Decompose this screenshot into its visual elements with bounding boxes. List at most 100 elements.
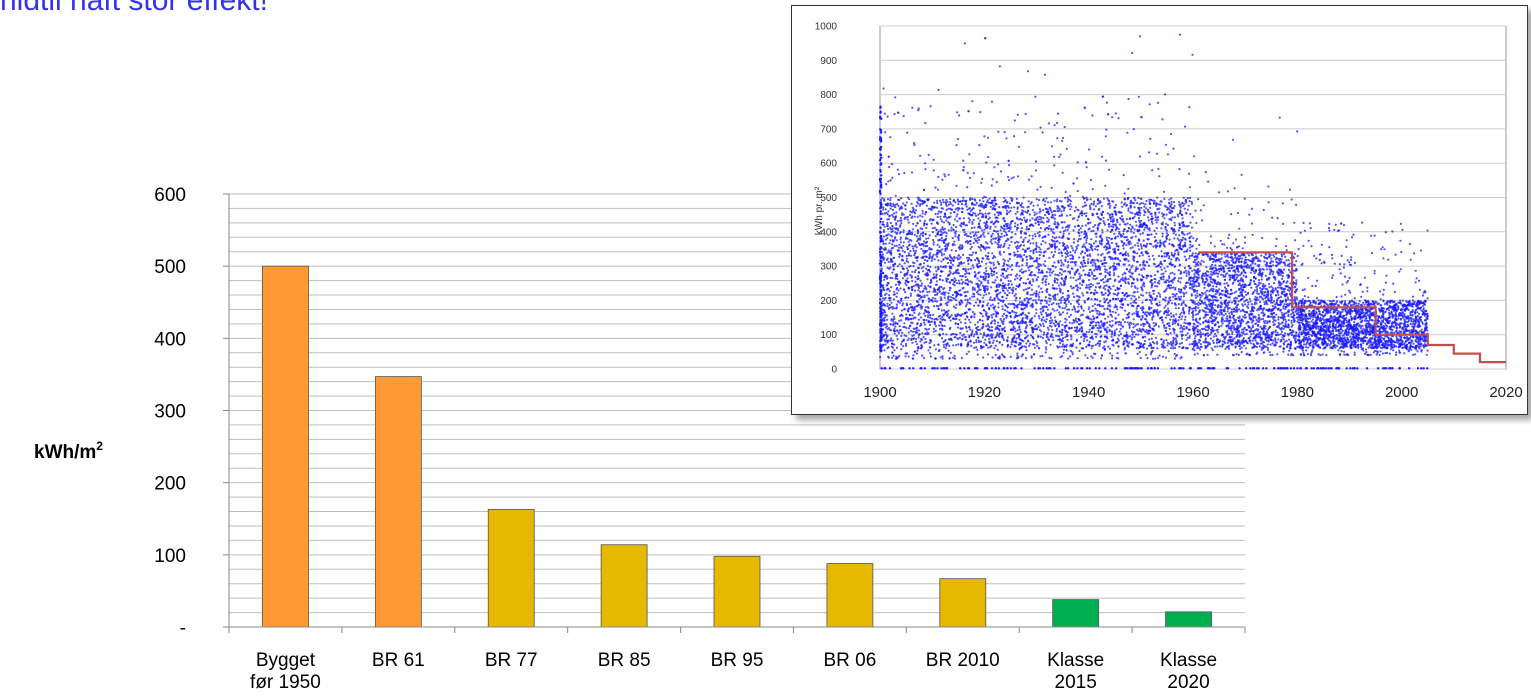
scatter-point xyxy=(1038,263,1041,266)
scatter-point xyxy=(1019,213,1023,216)
scatter-point xyxy=(1136,279,1139,282)
scatter-point xyxy=(1067,296,1070,299)
scatter-point xyxy=(982,257,985,260)
scatter-point xyxy=(1112,310,1115,313)
scatter-point xyxy=(1168,238,1171,241)
scatter-point xyxy=(1084,234,1088,237)
scatter-point xyxy=(1030,201,1033,204)
scatter-point xyxy=(1125,339,1128,342)
scatter-point xyxy=(1148,202,1151,205)
scatter-point xyxy=(1079,287,1082,290)
scatter-point xyxy=(1166,265,1169,268)
scatter-point xyxy=(1088,288,1091,291)
scatter-point xyxy=(991,341,994,344)
scatter-point xyxy=(1060,259,1063,262)
scatter-point xyxy=(1179,357,1182,360)
scatter-point xyxy=(989,240,992,243)
scatter-point xyxy=(1102,216,1105,219)
scatter-point xyxy=(1117,227,1120,231)
x-tick-label: Klasse xyxy=(1160,650,1217,671)
scatter-point xyxy=(1009,345,1012,349)
scatter-point xyxy=(1060,264,1063,267)
scatter-point xyxy=(1143,228,1146,231)
scatter-point xyxy=(1107,278,1110,281)
scatter-point xyxy=(911,341,914,344)
scatter-point xyxy=(939,317,942,320)
scatter-point xyxy=(1047,282,1050,286)
scatter-point xyxy=(1148,103,1151,106)
scatter-point xyxy=(1153,274,1157,277)
scatter-point xyxy=(901,249,904,252)
scatter-point xyxy=(1155,227,1158,230)
scatter-point xyxy=(940,230,943,233)
scatter-point xyxy=(929,299,932,302)
scatter-point xyxy=(1035,324,1038,327)
scatter-point xyxy=(916,278,919,281)
scatter-point xyxy=(942,201,945,204)
scatter-point xyxy=(1053,309,1056,312)
scatter-point xyxy=(883,319,886,322)
scatter-point xyxy=(1117,275,1120,278)
scatter-point xyxy=(1145,314,1148,317)
scatter-point xyxy=(1047,220,1050,223)
scatter-point xyxy=(1075,245,1078,248)
scatter-point xyxy=(890,329,893,332)
y-tick-label: 600 xyxy=(154,185,186,206)
scatter-point xyxy=(1104,159,1108,162)
scatter-point xyxy=(889,239,892,242)
scatter-point xyxy=(909,294,912,297)
scatter-point xyxy=(1107,218,1110,221)
scatter-point xyxy=(1121,276,1124,280)
scatter-point xyxy=(1024,316,1027,319)
scatter-point xyxy=(882,324,885,327)
scatter-point xyxy=(1137,230,1140,233)
scatter-point xyxy=(946,312,949,315)
scatter-point xyxy=(1129,321,1132,324)
scatter-point xyxy=(1074,319,1077,322)
scatter-point xyxy=(979,249,982,252)
scatter-point xyxy=(888,289,891,293)
scatter-point xyxy=(1112,274,1116,277)
scatter-point xyxy=(1031,321,1034,324)
scatter-point xyxy=(1033,214,1036,217)
scatter-point xyxy=(1071,247,1074,250)
scatter-point xyxy=(895,211,898,214)
scatter-point xyxy=(953,255,956,258)
scatter-point xyxy=(898,354,901,357)
scatter-point xyxy=(941,248,944,251)
scatter-point xyxy=(1172,315,1175,318)
scatter-point xyxy=(1089,198,1092,201)
scatter-point xyxy=(939,215,942,218)
scatter-point xyxy=(937,210,940,213)
scatter-point xyxy=(985,246,988,249)
scatter-point xyxy=(1061,139,1064,142)
scatter-point xyxy=(1175,339,1178,342)
scatter-point xyxy=(1168,287,1171,290)
scatter-point xyxy=(963,312,966,315)
scatter-point xyxy=(1003,230,1006,233)
scatter-point xyxy=(1013,135,1016,138)
scatter-point xyxy=(1042,209,1045,212)
scatter-point xyxy=(1161,355,1164,358)
scatter-point xyxy=(1150,281,1153,284)
scatter-point xyxy=(1160,338,1163,341)
scatter-point xyxy=(997,306,1000,309)
scatter-point xyxy=(1105,268,1108,271)
scatter-point xyxy=(953,277,956,280)
scatter-point xyxy=(1078,275,1081,278)
scatter-point xyxy=(941,178,944,181)
scatter-point xyxy=(1158,279,1161,282)
scatter-point xyxy=(1045,278,1048,281)
scatter-point xyxy=(932,158,935,161)
scatter-point xyxy=(1172,278,1175,281)
scatter-point xyxy=(1080,307,1083,310)
scatter-point xyxy=(1009,228,1012,231)
scatter-point xyxy=(1188,343,1191,346)
scatter-point xyxy=(891,356,894,359)
scatter-point xyxy=(883,278,886,281)
scatter-point xyxy=(1179,205,1182,208)
scatter-point xyxy=(1043,305,1046,308)
scatter-point xyxy=(1062,337,1065,340)
scatter-point xyxy=(1011,322,1014,325)
scatter-point xyxy=(1009,221,1013,224)
